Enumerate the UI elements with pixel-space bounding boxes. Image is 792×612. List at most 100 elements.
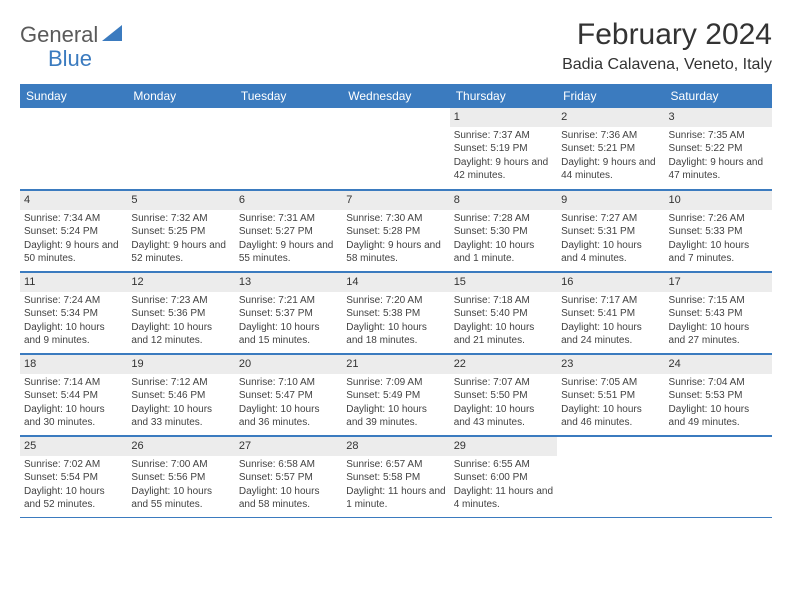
- sunset-text: Sunset: 5:40 PM: [454, 307, 553, 321]
- day-number: 10: [665, 191, 772, 210]
- empty-day-cell: [665, 437, 772, 517]
- sunset-text: Sunset: 5:44 PM: [24, 389, 123, 403]
- sunset-text: Sunset: 5:43 PM: [669, 307, 768, 321]
- day-cell: 17Sunrise: 7:15 AMSunset: 5:43 PMDayligh…: [665, 273, 772, 353]
- day-number: 7: [342, 191, 449, 210]
- day-cell: 4Sunrise: 7:34 AMSunset: 5:24 PMDaylight…: [20, 191, 127, 271]
- sunrise-text: Sunrise: 6:57 AM: [346, 458, 445, 472]
- day-number: 24: [665, 355, 772, 374]
- day-number: 18: [20, 355, 127, 374]
- daylight-text: Daylight: 10 hours and 52 minutes.: [24, 485, 123, 512]
- sunset-text: Sunset: 5:41 PM: [561, 307, 660, 321]
- daylight-text: Daylight: 11 hours and 1 minute.: [346, 485, 445, 512]
- daylight-text: Daylight: 10 hours and 4 minutes.: [561, 239, 660, 266]
- sunset-text: Sunset: 5:22 PM: [669, 142, 768, 156]
- day-cell: 7 Sunrise: 7:30 AMSunset: 5:28 PMDaylight…: [342, 191, 449, 271]
- sunset-text: Sunset: 5:37 PM: [239, 307, 338, 321]
- weeks-container: 1Sunrise: 7:37 AMSunset: 5:19 PMDaylight…: [20, 108, 772, 518]
- day-number: 12: [127, 273, 234, 292]
- day-number: 16: [557, 273, 664, 292]
- day-cell: 14Sunrise: 7:20 AMSunset: 5:38 PMDayligh…: [342, 273, 449, 353]
- sunrise-text: Sunrise: 7:31 AM: [239, 212, 338, 226]
- day-cell: 8Sunrise: 7:28 AMSunset: 5:30 PMDaylight…: [450, 191, 557, 271]
- daylight-text: Daylight: 9 hours and 44 minutes.: [561, 156, 660, 183]
- daylight-text: Daylight: 10 hours and 1 minute.: [454, 239, 553, 266]
- day-number: 28: [342, 437, 449, 456]
- day-cell: 28Sunrise: 6:57 AMSunset: 5:58 PMDayligh…: [342, 437, 449, 517]
- sunset-text: Sunset: 5:21 PM: [561, 142, 660, 156]
- sunset-text: Sunset: 5:57 PM: [239, 471, 338, 485]
- daylight-text: Daylight: 9 hours and 58 minutes.: [346, 239, 445, 266]
- sunrise-text: Sunrise: 7:04 AM: [669, 376, 768, 390]
- day-number: 3: [665, 108, 772, 127]
- day-number: 23: [557, 355, 664, 374]
- empty-day-cell: [342, 108, 449, 189]
- day-cell: 15Sunrise: 7:18 AMSunset: 5:40 PMDayligh…: [450, 273, 557, 353]
- day-number: 17: [665, 273, 772, 292]
- daylight-text: Daylight: 10 hours and 7 minutes.: [669, 239, 768, 266]
- week-row: 25Sunrise: 7:02 AMSunset: 5:54 PMDayligh…: [20, 436, 772, 518]
- sunset-text: Sunset: 5:36 PM: [131, 307, 230, 321]
- day-cell: 1Sunrise: 7:37 AMSunset: 5:19 PMDaylight…: [450, 108, 557, 189]
- sunrise-text: Sunrise: 7:35 AM: [669, 129, 768, 143]
- day-cell: 13 Sunrise: 7:21 AMSunset: 5:37 PMDayligh…: [235, 273, 342, 353]
- sunrise-text: Sunrise: 7:24 AM: [24, 294, 123, 308]
- day-cell: 2Sunrise: 7:36 AMSunset: 5:21 PMDaylight…: [557, 108, 664, 189]
- sunrise-text: Sunrise: 7:28 AM: [454, 212, 553, 226]
- sunset-text: Sunset: 5:38 PM: [346, 307, 445, 321]
- daylight-text: Daylight: 9 hours and 55 minutes.: [239, 239, 338, 266]
- daylight-text: Daylight: 11 hours and 4 minutes.: [454, 485, 553, 512]
- day-number: 13: [235, 273, 342, 292]
- sunrise-text: Sunrise: 7:21 AM: [239, 294, 338, 308]
- day-number: 29: [450, 437, 557, 456]
- sunset-text: Sunset: 5:25 PM: [131, 225, 230, 239]
- day-number: 27: [235, 437, 342, 456]
- location-subtitle: Badia Calavena, Veneto, Italy: [562, 56, 772, 74]
- sunset-text: Sunset: 5:50 PM: [454, 389, 553, 403]
- sunrise-text: Sunrise: 7:05 AM: [561, 376, 660, 390]
- day-cell: 6Sunrise: 7:31 AMSunset: 5:27 PMDaylight…: [235, 191, 342, 271]
- daylight-text: Daylight: 10 hours and 21 minutes.: [454, 321, 553, 348]
- daylight-text: Daylight: 10 hours and 12 minutes.: [131, 321, 230, 348]
- empty-day-cell: [127, 108, 234, 189]
- sunset-text: Sunset: 5:53 PM: [669, 389, 768, 403]
- sunset-text: Sunset: 5:27 PM: [239, 225, 338, 239]
- day-cell: 19Sunrise: 7:12 AMSunset: 5:46 PMDayligh…: [127, 355, 234, 435]
- daylight-text: Daylight: 9 hours and 42 minutes.: [454, 156, 553, 183]
- day-cell: 23Sunrise: 7:05 AMSunset: 5:51 PMDayligh…: [557, 355, 664, 435]
- sunset-text: Sunset: 5:54 PM: [24, 471, 123, 485]
- day-cell: 16 Sunrise: 7:17 AMSunset: 5:41 PMDayligh…: [557, 273, 664, 353]
- sunrise-text: Sunrise: 7:09 AM: [346, 376, 445, 390]
- sunset-text: Sunset: 6:00 PM: [454, 471, 553, 485]
- sunrise-text: Sunrise: 7:14 AM: [24, 376, 123, 390]
- daylight-text: Daylight: 10 hours and 24 minutes.: [561, 321, 660, 348]
- logo-word1: General: [20, 22, 98, 48]
- sunset-text: Sunset: 5:46 PM: [131, 389, 230, 403]
- sunrise-text: Sunrise: 7:20 AM: [346, 294, 445, 308]
- day-cell: 20Sunrise: 7:10 AMSunset: 5:47 PMDayligh…: [235, 355, 342, 435]
- sunrise-text: Sunrise: 7:17 AM: [561, 294, 660, 308]
- daylight-text: Daylight: 9 hours and 47 minutes.: [669, 156, 768, 183]
- sunrise-text: Sunrise: 7:00 AM: [131, 458, 230, 472]
- day-header-cell: Thursday: [450, 84, 557, 108]
- sunrise-text: Sunrise: 7:30 AM: [346, 212, 445, 226]
- daylight-text: Daylight: 9 hours and 52 minutes.: [131, 239, 230, 266]
- daylight-text: Daylight: 10 hours and 36 minutes.: [239, 403, 338, 430]
- sunrise-text: Sunrise: 7:07 AM: [454, 376, 553, 390]
- sunrise-text: Sunrise: 7:23 AM: [131, 294, 230, 308]
- daylight-text: Daylight: 10 hours and 15 minutes.: [239, 321, 338, 348]
- day-cell: 3 Sunrise: 7:35 AMSunset: 5:22 PMDaylight…: [665, 108, 772, 189]
- day-number: 25: [20, 437, 127, 456]
- day-cell: 29Sunrise: 6:55 AMSunset: 6:00 PMDayligh…: [450, 437, 557, 517]
- day-number: 5: [127, 191, 234, 210]
- day-number: 9: [557, 191, 664, 210]
- day-number: 19: [127, 355, 234, 374]
- day-cell: 26Sunrise: 7:00 AMSunset: 5:56 PMDayligh…: [127, 437, 234, 517]
- sunset-text: Sunset: 5:51 PM: [561, 389, 660, 403]
- day-header-cell: Saturday: [665, 84, 772, 108]
- day-cell: 18Sunrise: 7:14 AMSunset: 5:44 PMDayligh…: [20, 355, 127, 435]
- sunrise-text: Sunrise: 7:34 AM: [24, 212, 123, 226]
- sunset-text: Sunset: 5:33 PM: [669, 225, 768, 239]
- sunset-text: Sunset: 5:28 PM: [346, 225, 445, 239]
- day-number: 15: [450, 273, 557, 292]
